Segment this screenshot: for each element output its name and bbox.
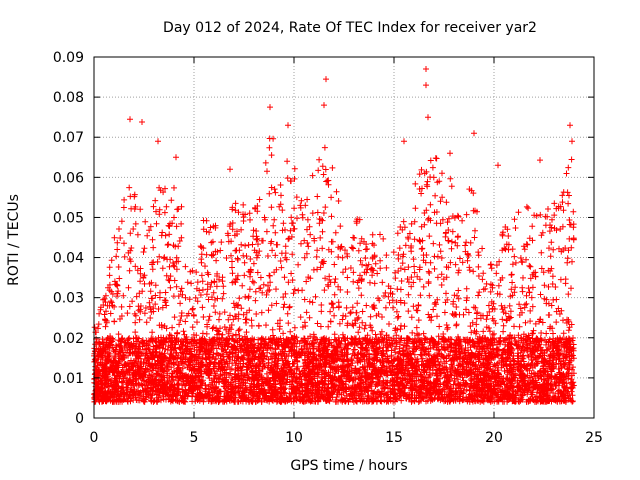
x-tick-label: 20 <box>485 430 503 446</box>
x-axis-title: GPS time / hours <box>290 458 407 474</box>
data-points <box>91 66 577 405</box>
axis-ticks: 0 5 10 15 20 25 0 0.01 0.02 0.03 0.04 0.05 0.06 0.07 0… <box>53 50 603 446</box>
y-tick-label: 0.08 <box>53 90 84 106</box>
y-tick-label: 0 <box>75 411 84 427</box>
y-tick-label: 0.09 <box>53 50 84 66</box>
y-axis-title: ROTI / TECUs <box>6 194 22 286</box>
scatter-markers <box>91 66 577 405</box>
y-tick-label: 0.07 <box>53 130 84 146</box>
y-tick-label: 0.01 <box>53 371 84 387</box>
chart-title: Day 012 of 2024, Rate Of TEC Index for r… <box>163 20 537 36</box>
x-tick-label: 5 <box>190 430 199 446</box>
x-tick-label: 10 <box>285 430 303 446</box>
x-tick-label: 0 <box>90 430 99 446</box>
y-tick-label: 0.04 <box>53 251 84 267</box>
x-tick-label: 15 <box>385 430 403 446</box>
y-tick-label: 0.06 <box>53 170 84 186</box>
y-tick-label: 0.03 <box>53 291 84 307</box>
plot-frame <box>93 56 595 419</box>
y-tick-label: 0.05 <box>53 210 84 226</box>
y-tick-label: 0.02 <box>53 331 84 347</box>
x-tick-label: 25 <box>585 430 603 446</box>
